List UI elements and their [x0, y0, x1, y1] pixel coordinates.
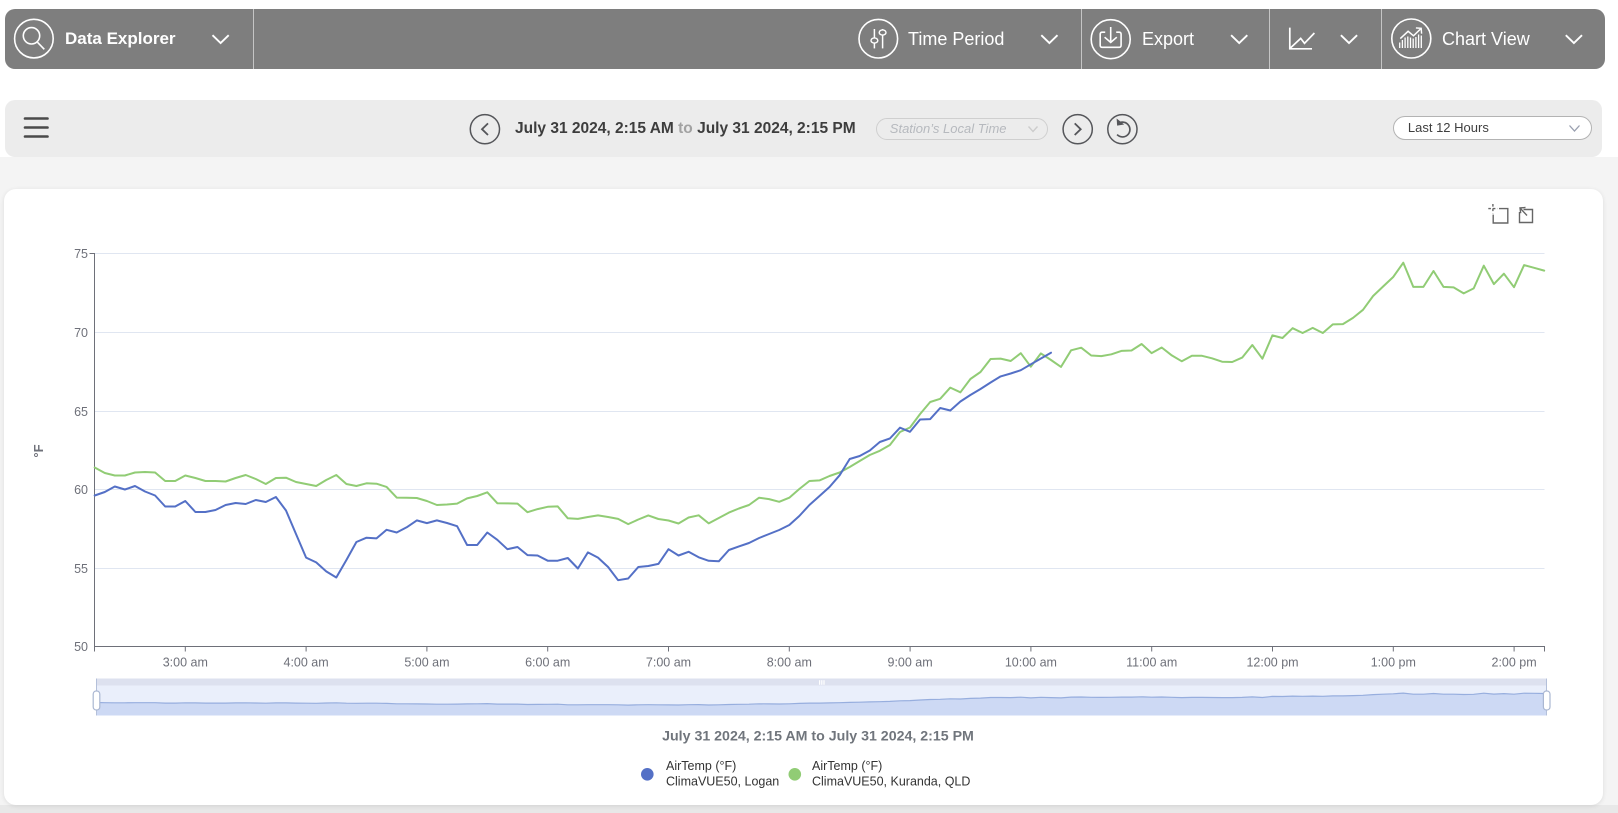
svg-text:AirTemp (°F): AirTemp (°F)	[812, 759, 882, 773]
svg-text:ClimaVUE50, Logan: ClimaVUE50, Logan	[666, 775, 779, 789]
svg-text:10:00 am: 10:00 am	[1005, 656, 1057, 670]
svg-text:7:00 am: 7:00 am	[646, 656, 691, 670]
svg-text:12:00 pm: 12:00 pm	[1246, 656, 1298, 670]
svg-text:70: 70	[74, 326, 88, 340]
svg-text:°F: °F	[31, 444, 46, 457]
svg-text:6:00 am: 6:00 am	[525, 656, 570, 670]
svg-text:July 31 2024, 2:15 AM to July: July 31 2024, 2:15 AM to July 31 2024, 2…	[662, 729, 974, 745]
svg-text:1:00 pm: 1:00 pm	[1371, 656, 1416, 670]
svg-text:5:00 am: 5:00 am	[404, 656, 449, 670]
svg-text:4:00 am: 4:00 am	[284, 656, 329, 670]
svg-text:55: 55	[74, 562, 88, 576]
svg-text:11:00 am: 11:00 am	[1126, 656, 1177, 670]
svg-text:AirTemp (°F): AirTemp (°F)	[666, 759, 736, 773]
svg-text:2:00 pm: 2:00 pm	[1492, 656, 1537, 670]
svg-text:75: 75	[74, 247, 88, 261]
svg-text:3:00 am: 3:00 am	[163, 656, 208, 670]
svg-text:8:00 am: 8:00 am	[767, 656, 812, 670]
svg-text:ClimaVUE50, Kuranda, QLD: ClimaVUE50, Kuranda, QLD	[812, 775, 970, 789]
svg-text:50: 50	[74, 640, 88, 654]
svg-text:9:00 am: 9:00 am	[888, 656, 933, 670]
svg-text:65: 65	[74, 405, 88, 419]
svg-text:60: 60	[74, 483, 88, 497]
